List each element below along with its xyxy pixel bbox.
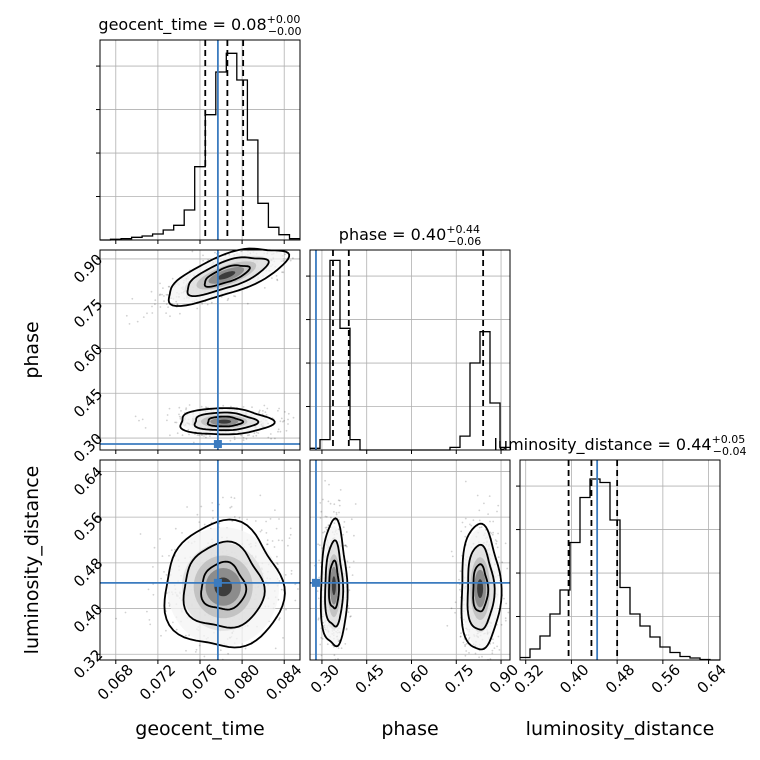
x-tick-label: 0.068 (94, 661, 137, 704)
density-phase-luminosity_distance (313, 479, 510, 661)
x-tick-label: 0.60 (396, 661, 432, 697)
y-tick-label: 0.56 (70, 509, 106, 545)
y-tick-label: 0.75 (70, 295, 106, 331)
x-tick-label: 0.080 (220, 661, 263, 704)
panel-title: phase = 0.40+0.44 −0.06 (339, 223, 481, 248)
density-geocent_time-luminosity_distance (115, 494, 299, 661)
x-tick-label: 0.32 (511, 661, 547, 697)
y-tick-label: 0.60 (70, 340, 106, 376)
x-tick-label: 0.48 (602, 661, 638, 697)
truth-marker (311, 578, 320, 587)
x-tick-label: 0.45 (352, 661, 388, 697)
density-geocent_time-phase (125, 247, 295, 444)
x-tick-label: 0.084 (262, 661, 305, 704)
truth-marker (213, 578, 222, 587)
x-tick-label: 0.30 (307, 661, 343, 697)
histogram-phase (310, 259, 510, 451)
panel-frame (519, 459, 721, 661)
panel-frame (309, 249, 511, 451)
x-axis-label: geocent_time (135, 718, 264, 740)
x-tick-label: 0.56 (648, 661, 684, 697)
x-tick-label: 0.40 (556, 661, 592, 697)
y-tick-label: 0.90 (70, 250, 106, 286)
panel-frame (309, 459, 511, 661)
y-axis-label: luminosity_distance (21, 466, 43, 655)
y-axis-label: phase (21, 321, 43, 378)
x-tick-label: 0.64 (693, 661, 729, 697)
panel-title: geocent_time = 0.08+0.00 −0.00 (98, 13, 301, 38)
x-axis-label: luminosity_distance (526, 718, 715, 740)
y-tick-label: 0.40 (70, 600, 106, 636)
x-tick-label: 0.072 (136, 661, 179, 704)
panel-title: luminosity_distance = 0.44+0.05 −0.04 (493, 433, 746, 458)
histogram-luminosity_distance (520, 478, 720, 661)
x-tick-label: 0.076 (178, 661, 221, 704)
y-tick-label: 0.64 (70, 463, 106, 499)
y-tick-label: 0.45 (70, 385, 106, 421)
x-tick-label: 0.75 (441, 661, 477, 697)
truth-marker (213, 440, 222, 449)
y-tick-label: 0.32 (70, 646, 106, 682)
y-tick-label: 0.48 (70, 554, 106, 590)
histogram-geocent_time (100, 52, 300, 241)
x-axis-label: phase (381, 718, 438, 740)
